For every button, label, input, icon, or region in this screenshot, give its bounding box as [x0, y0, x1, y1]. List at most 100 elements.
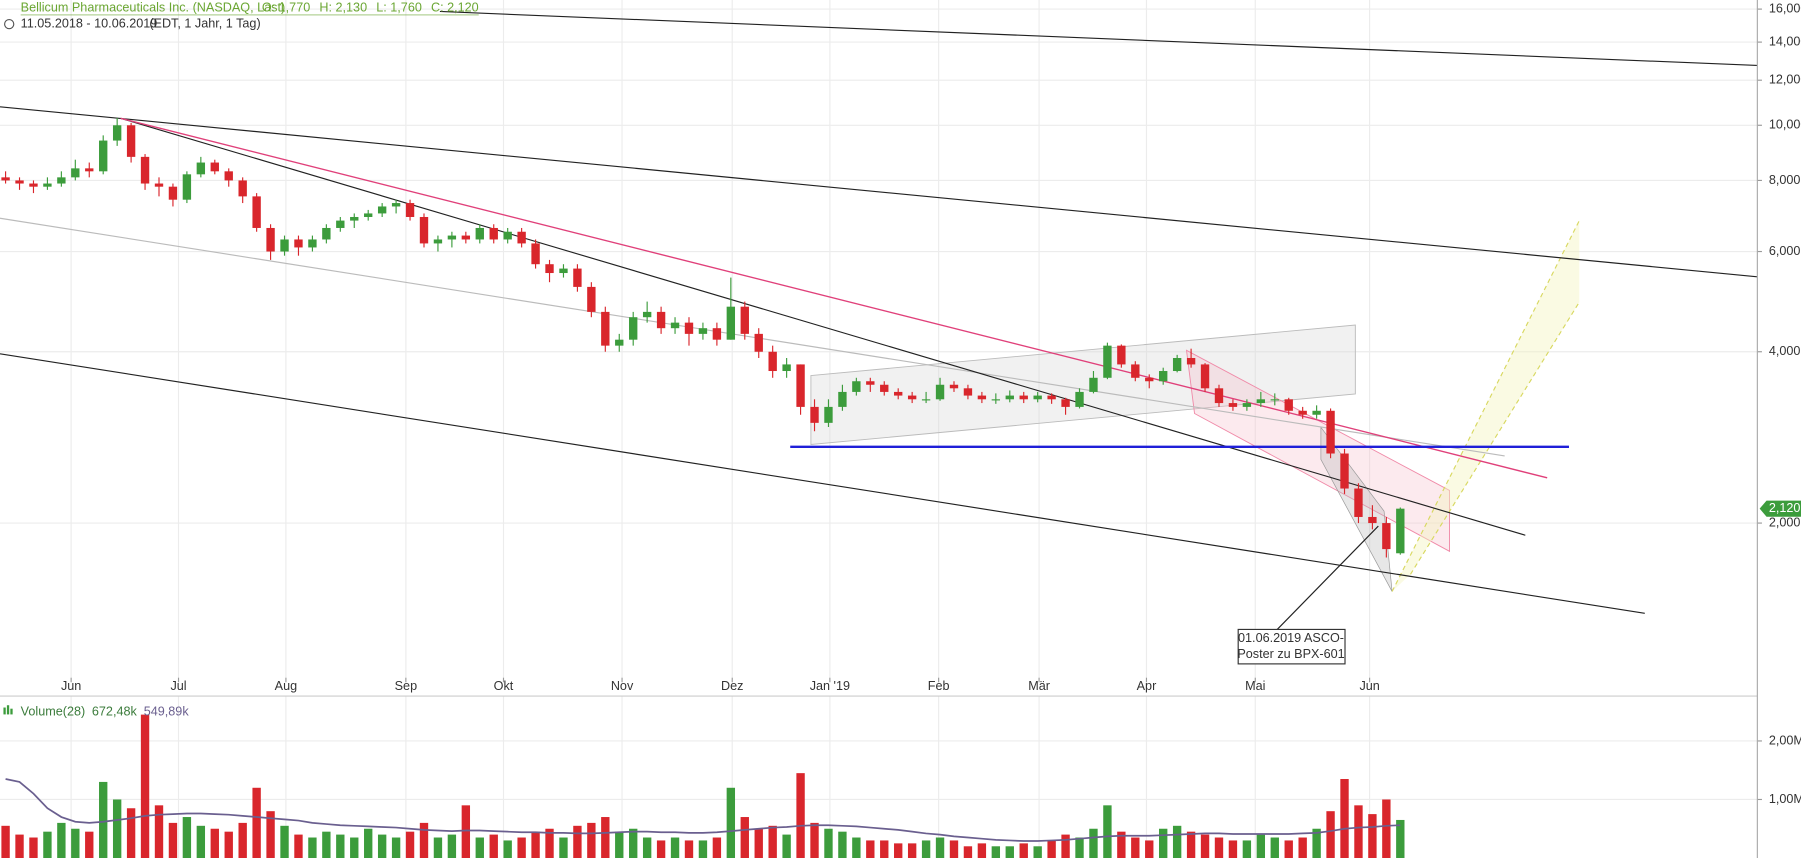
- clock-icon: [4, 18, 15, 30]
- x-tick-label: Feb: [928, 679, 950, 693]
- volume-bar: [545, 828, 554, 858]
- candle-body: [838, 391, 847, 407]
- candle-body: [364, 213, 373, 217]
- y-tick-label: 8,000: [1769, 173, 1801, 187]
- volume-bar: [517, 837, 526, 858]
- volume-bar: [112, 799, 122, 858]
- volume-bar: [1186, 831, 1196, 858]
- ohlc-name: C:: [431, 0, 444, 14]
- y-tick-label: 16,000: [1769, 1, 1801, 15]
- ohlc-value: 1,760: [390, 0, 422, 14]
- candle-body: [1396, 508, 1405, 554]
- volume-bar: [1089, 828, 1098, 858]
- candle-body: [419, 216, 429, 244]
- candle-body: [684, 322, 694, 334]
- x-tick-label: Aug: [275, 679, 297, 693]
- candle-body: [642, 311, 652, 318]
- candle-body: [517, 231, 526, 244]
- candle-body: [126, 125, 136, 157]
- header: Bellicum Pharmaceuticals Inc. (NASDAQ, L…: [3, 0, 1801, 718]
- x-tick-label: Sep: [395, 679, 417, 693]
- candle-body: [71, 168, 80, 178]
- y-tick-label: 2,000: [1769, 515, 1801, 529]
- candle-body: [294, 239, 303, 248]
- candle-body: [475, 227, 484, 240]
- volume-bar: [126, 808, 136, 858]
- volume-bar: [587, 822, 596, 858]
- volume-bar: [991, 846, 1001, 858]
- candle-body: [1103, 345, 1112, 378]
- candle-body: [866, 381, 875, 385]
- candle-body: [1117, 345, 1126, 365]
- candle-body: [1354, 488, 1363, 517]
- ohlc-name: L:: [376, 0, 387, 14]
- y-tick-label: 1,00M: [1769, 792, 1801, 806]
- candle-body: [1256, 399, 1266, 404]
- x-tick-label: Mär: [1028, 679, 1050, 693]
- volume-bar: [1242, 840, 1252, 858]
- candle-body: [266, 227, 275, 252]
- candle-body: [656, 311, 666, 329]
- volume-bar: [796, 773, 805, 858]
- candle-body: [280, 239, 289, 252]
- x-tick-label: Okt: [494, 679, 514, 693]
- volume-bar: [712, 837, 722, 858]
- candle-body: [140, 156, 150, 184]
- volume-bar: [1228, 840, 1238, 858]
- ohlc-name: O:: [262, 0, 275, 14]
- annotation-text: Poster zu BPX-601: [1237, 647, 1344, 661]
- volume-bar: [1159, 828, 1168, 858]
- volume-bar: [71, 828, 80, 858]
- candle-body: [712, 328, 722, 340]
- volume-bar: [1256, 834, 1266, 858]
- volume-bar: [224, 831, 233, 858]
- volume-bar: [43, 831, 52, 858]
- volume-bar: [85, 831, 94, 858]
- candle-body: [57, 177, 66, 184]
- candle-body: [489, 227, 498, 240]
- annotation-text: 01.06.2019 ASCO-: [1238, 631, 1344, 645]
- candle-body: [99, 140, 108, 172]
- candle-body: [405, 203, 415, 217]
- pink-trend-line: [120, 117, 1548, 479]
- candle-body: [949, 384, 959, 389]
- candle-body: [587, 286, 596, 312]
- candle-body: [559, 268, 568, 274]
- candle-body: [615, 339, 624, 346]
- candles: [1, 117, 1405, 558]
- candle-body: [1145, 377, 1154, 382]
- candle-body: [573, 268, 582, 287]
- volume-bar: [754, 828, 763, 858]
- candle-body: [377, 206, 387, 214]
- candle-body: [1075, 391, 1084, 407]
- candle-body: [1186, 358, 1196, 365]
- candle-body: [1326, 410, 1335, 454]
- volume-bar: [322, 831, 331, 858]
- candle-body: [1, 177, 10, 181]
- chart-title: Bellicum Pharmaceuticals Inc. (NASDAQ, L…: [21, 0, 286, 14]
- annotation-frame: [1237, 628, 1346, 665]
- ohlc-value: 1,770: [279, 0, 311, 14]
- x-tick-label: Jul: [170, 679, 186, 693]
- candle-body: [308, 239, 317, 248]
- candle-body: [1270, 399, 1279, 401]
- price-tag: [1759, 500, 1801, 517]
- candle-body: [1228, 403, 1238, 407]
- volume-bar: [1270, 837, 1279, 858]
- trend-line: [0, 106, 1758, 278]
- candle-body: [1089, 377, 1098, 392]
- x-tick-label: Nov: [611, 679, 634, 693]
- volume-stat: 672,48k: [92, 704, 138, 718]
- yellow-dashed-line: [1409, 301, 1580, 575]
- candle-body: [1242, 403, 1252, 407]
- candle-body: [1019, 395, 1028, 400]
- y-tick-label: 2,00M: [1769, 733, 1801, 747]
- candle-body: [1298, 410, 1307, 415]
- candle-body: [391, 203, 401, 207]
- trend-line: [0, 353, 1645, 614]
- volume-bar: [475, 837, 484, 858]
- volume-bar: [601, 817, 610, 858]
- volume-bar: [768, 825, 777, 858]
- volume-bar: [461, 805, 471, 858]
